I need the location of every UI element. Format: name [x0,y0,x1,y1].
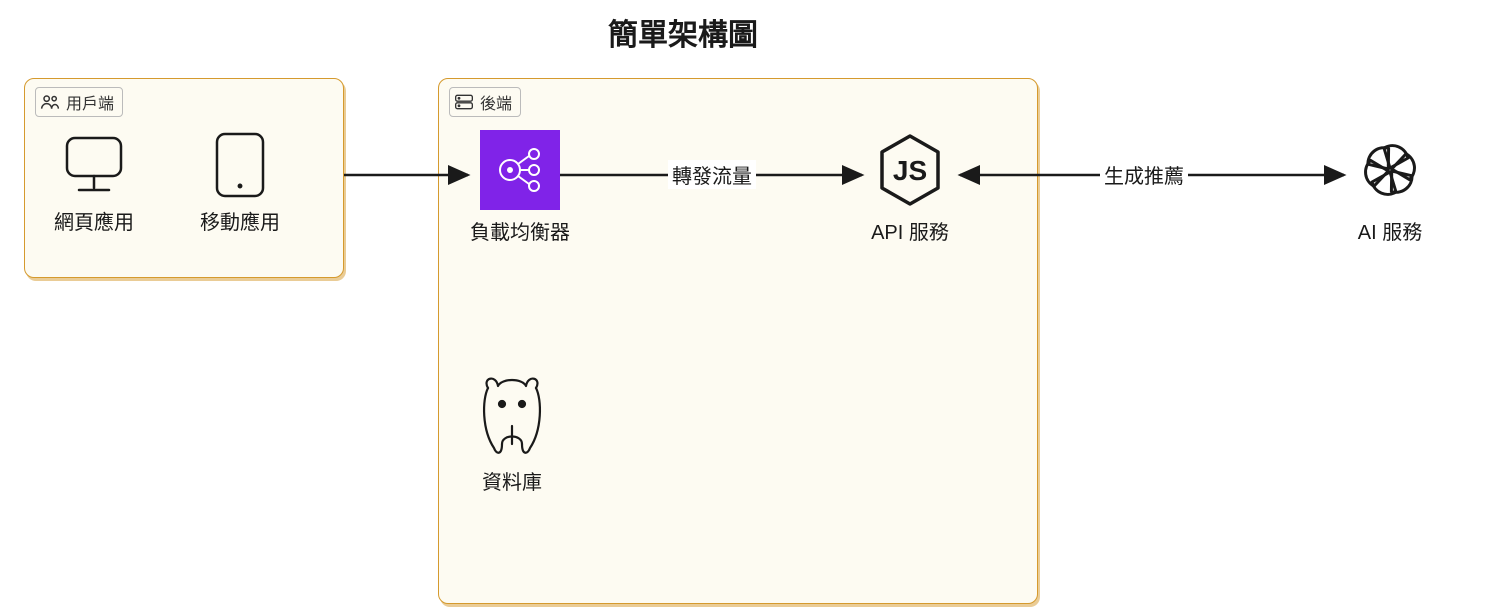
edge-api-to-ai [0,0,1500,614]
edge-api-to-ai-label: 生成推薦 [1100,160,1188,189]
